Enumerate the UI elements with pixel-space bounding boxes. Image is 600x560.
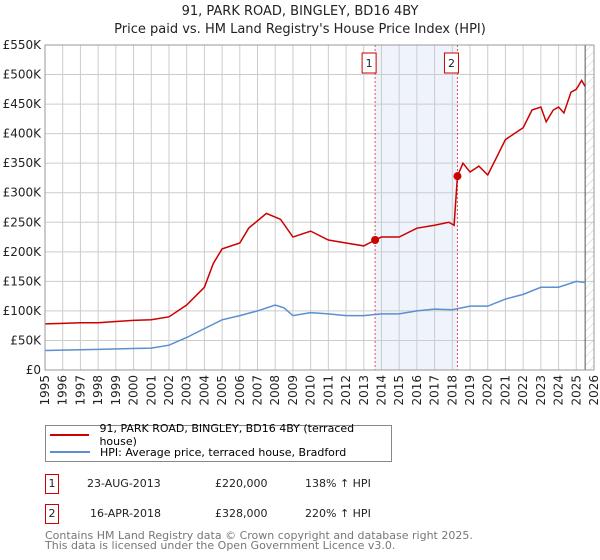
x-tick-label: 2014 <box>374 375 388 406</box>
sale-hpi-change: 220% ↑ HPI <box>305 507 371 520</box>
series-line <box>44 280 586 352</box>
x-tick-label: 1998 <box>91 375 105 406</box>
x-tick-label: 2016 <box>410 375 424 406</box>
chart-title: 91, PARK ROAD, BINGLEY, BD16 4BY <box>181 4 419 19</box>
sale-marker-box: 1 <box>45 474 59 494</box>
sale-point <box>453 172 462 181</box>
x-tick-label: 2022 <box>516 375 530 406</box>
x-tick-label: 2011 <box>321 375 335 406</box>
sale-marker-box: 2 <box>45 504 59 524</box>
x-tick-label: 2019 <box>463 375 477 406</box>
forecast-hatch <box>585 45 594 370</box>
y-tick-label: £550K <box>3 38 43 52</box>
sale-label: 1 <box>366 57 373 70</box>
sale-label: 2 <box>448 57 455 70</box>
x-tick-label: 2010 <box>304 375 318 406</box>
y-tick-label: £150K <box>3 274 43 288</box>
x-tick-label: 2018 <box>445 375 459 406</box>
y-tick-label: £200K <box>3 245 43 259</box>
chart-subtitle: Price paid vs. HM Land Registry's House … <box>114 22 486 37</box>
sale-point <box>371 236 380 244</box>
sale-hpi-change: 138% ↑ HPI <box>305 477 371 490</box>
x-tick-label: 2021 <box>498 375 512 406</box>
footer-line: Contains HM Land Registry data © Crown c… <box>45 529 473 542</box>
x-tick-label: 2017 <box>428 375 442 406</box>
x-tick-label: 2004 <box>197 375 211 406</box>
y-tick-label: £250K <box>3 215 43 229</box>
x-tick-label: 1997 <box>73 375 87 406</box>
y-tick-label: £450K <box>3 97 43 111</box>
sale-label-box <box>361 52 377 74</box>
legend-swatch-blue <box>50 451 90 453</box>
x-tick-label: 2007 <box>251 375 265 406</box>
x-tick-label: 2012 <box>339 375 353 406</box>
x-tick-label: 2009 <box>286 375 300 406</box>
x-tick-label: 2001 <box>144 375 158 406</box>
y-tick-label: £350K <box>3 156 43 170</box>
x-tick-label: 2026 <box>587 375 600 406</box>
x-tick-label: 2024 <box>552 375 566 406</box>
sale-price: £220,000 <box>215 477 268 490</box>
x-tick-label: 2008 <box>268 375 282 406</box>
x-tick-label: 1996 <box>56 375 70 406</box>
x-tick-label: 2005 <box>215 375 229 406</box>
legend-item-hpi: HPI: Average price, terraced house, Brad… <box>50 444 346 460</box>
sale-label-box <box>443 52 459 74</box>
x-tick-label: 2025 <box>569 375 583 406</box>
x-tick-label: 2000 <box>127 375 141 406</box>
x-tick-label: 2002 <box>162 375 176 406</box>
sale-period-shade <box>375 45 458 370</box>
sale-price: £328,000 <box>215 507 268 520</box>
plot-border <box>44 44 595 371</box>
x-tick-label: 2023 <box>534 375 548 406</box>
y-tick-label: £400K <box>3 127 43 141</box>
y-tick-label: £500K <box>3 68 43 82</box>
y-tick-label: £100K <box>3 304 43 318</box>
series-line <box>44 78 586 325</box>
y-tick-label: £0 <box>26 363 41 377</box>
plot-area: £0 £50K £100K £150K £200K £250K £300K £350K £400… <box>3 38 600 406</box>
x-tick-label: 2006 <box>233 375 247 406</box>
legend: 91, PARK ROAD, BINGLEY, BD16 4BY (terrac… <box>45 422 392 462</box>
x-tick-label: 1999 <box>109 375 123 406</box>
y-tick-label: £50K <box>10 333 42 347</box>
x-tick-label: 2020 <box>481 375 495 406</box>
sale-date: 23-AUG-2013 <box>87 477 161 490</box>
footer-line: This data is licensed under the Open Gov… <box>45 539 396 552</box>
x-tick-label: 2015 <box>392 375 406 406</box>
legend-label: HPI: Average price, terraced house, Brad… <box>100 445 347 459</box>
footer: Contains HM Land Registry data © Crown c… <box>45 529 473 552</box>
y-tick-label: £300K <box>3 186 43 200</box>
legend-label: 91, PARK ROAD, BINGLEY, BD16 4BY (terrac… <box>99 422 355 448</box>
x-tick-label: 1995 <box>38 375 52 406</box>
x-tick-label: 2013 <box>357 375 371 406</box>
sale-date: 16-APR-2018 <box>90 507 162 520</box>
x-tick-label: 2003 <box>180 375 194 406</box>
legend-swatch-red <box>50 434 90 436</box>
legend-item-property: 91, PARK ROAD, BINGLEY, BD16 4BY (terrac… <box>50 422 391 448</box>
